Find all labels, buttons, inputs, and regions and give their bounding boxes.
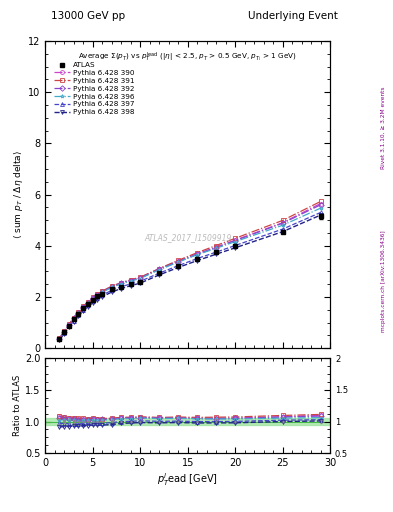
Text: Average $\Sigma(p_T)$ vs $p_T^{\mathrm{lead}}$ ($|\eta|$ < 2.5, $p_T$ > 0.5 GeV,: Average $\Sigma(p_T)$ vs $p_T^{\mathrm{l… (78, 50, 297, 63)
Text: mcplots.cern.ch [arXiv:1306.3436]: mcplots.cern.ch [arXiv:1306.3436] (381, 231, 386, 332)
Legend: ATLAS, Pythia 6.428 390, Pythia 6.428 391, Pythia 6.428 392, Pythia 6.428 396, P: ATLAS, Pythia 6.428 390, Pythia 6.428 39… (51, 59, 137, 118)
X-axis label: $p_T^l$ead [GeV]: $p_T^l$ead [GeV] (157, 471, 218, 487)
Text: ATLAS_2017_I1509919: ATLAS_2017_I1509919 (144, 233, 231, 242)
Text: Rivet 3.1.10, ≥ 3.2M events: Rivet 3.1.10, ≥ 3.2M events (381, 87, 386, 169)
Y-axis label: Ratio to ATLAS: Ratio to ATLAS (13, 375, 22, 436)
Text: 13000 GeV pp: 13000 GeV pp (51, 11, 125, 22)
Y-axis label: $\langle$ sum $p_T$ / $\Delta\eta$ delta$\rangle$: $\langle$ sum $p_T$ / $\Delta\eta$ delta… (12, 150, 25, 239)
Text: Underlying Event: Underlying Event (248, 11, 338, 22)
Bar (45, 418, 330, 425)
